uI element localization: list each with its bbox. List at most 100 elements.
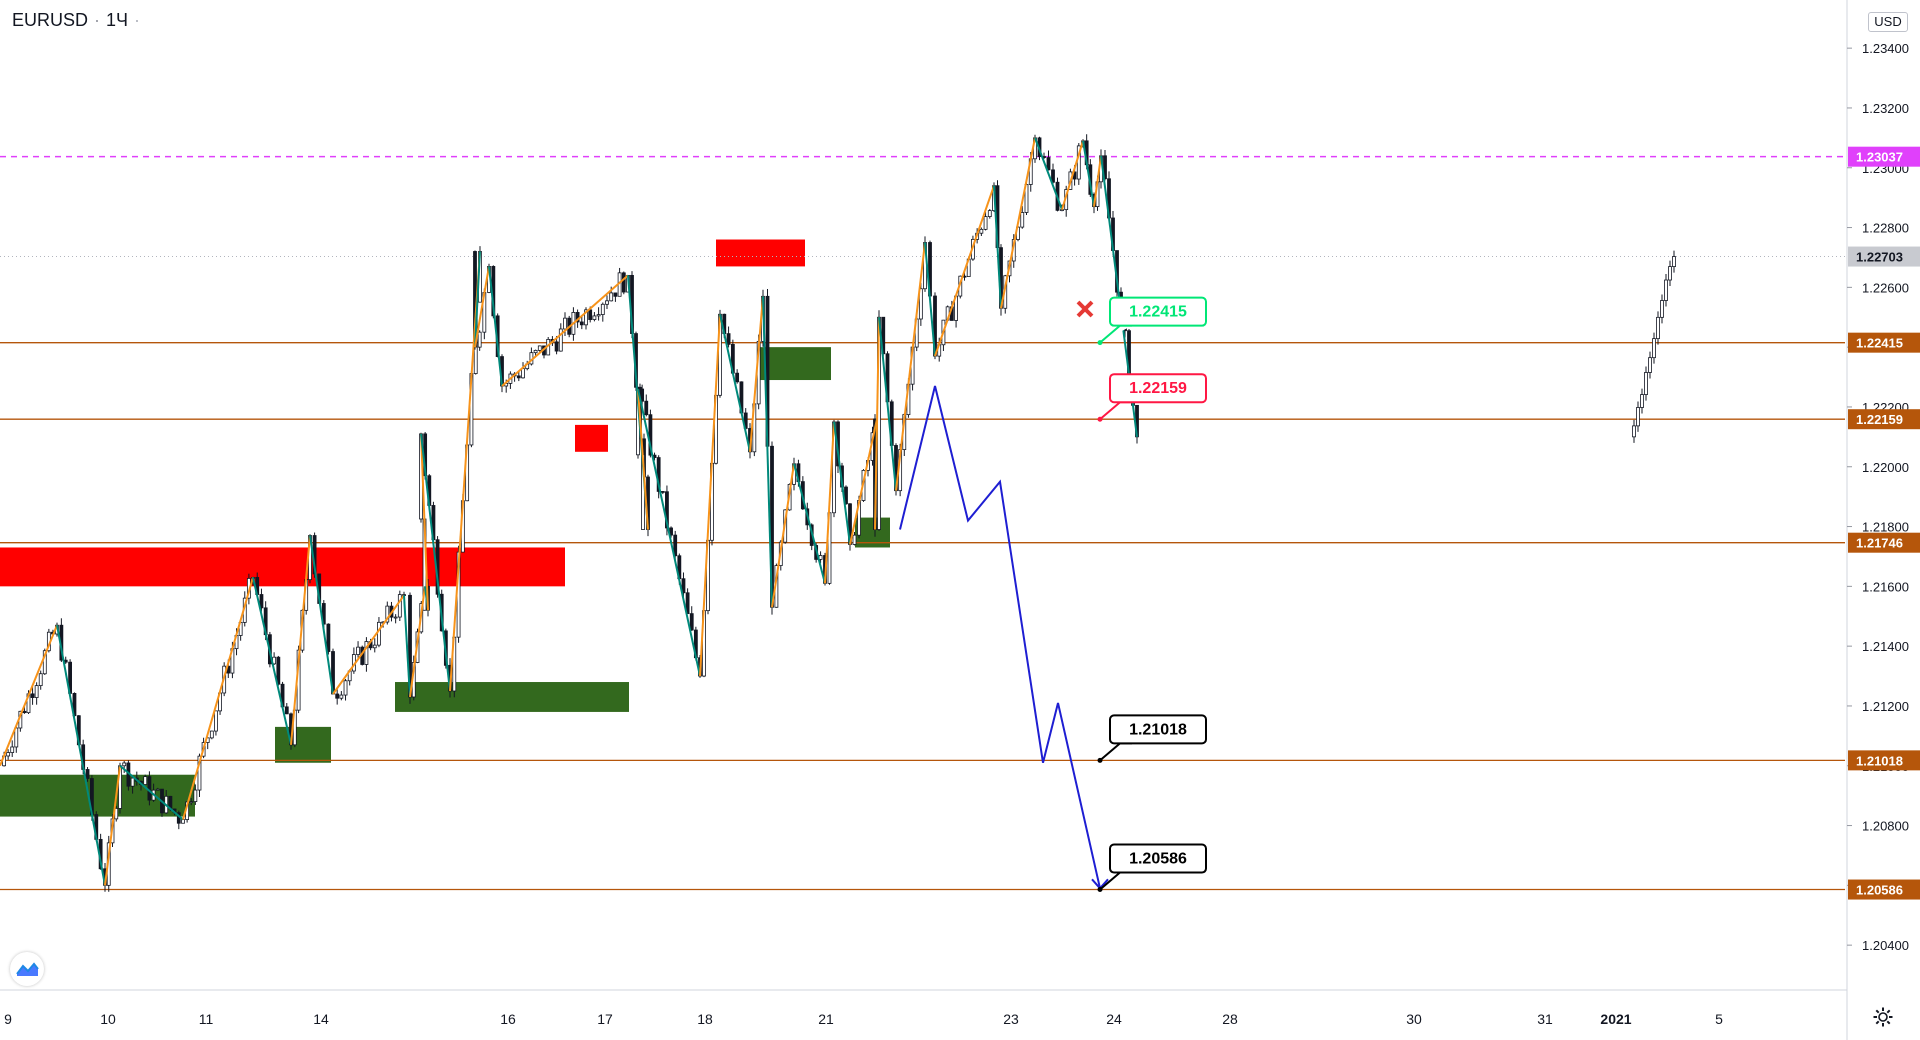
price-axis[interactable]: 1.204001.206001.208001.210001.212001.214…	[1847, 41, 1920, 953]
callout-box	[1109, 373, 1207, 404]
zigzag-segment	[290, 535, 311, 745]
price-callout[interactable]: 1.21018	[1097, 714, 1207, 763]
time-axis-tick-label: 23	[1003, 1011, 1019, 1027]
zigzag-segment	[474, 266, 490, 348]
price-axis-tick-label: 1.21600	[1862, 579, 1909, 594]
time-axis-tick-label: 14	[313, 1011, 329, 1027]
candle-body	[34, 685, 39, 698]
candle-body	[1640, 394, 1644, 408]
zigzag-segment	[56, 625, 106, 886]
candle-body	[130, 777, 135, 787]
zigzag-segment	[637, 388, 701, 677]
zigzag-segment	[793, 463, 826, 584]
candle-body	[1656, 316, 1660, 340]
time-axis-tick-label: 16	[500, 1011, 516, 1027]
time-axis[interactable]: 9 10 11 14 16 17 18 21 23 24 28 30 31 2021 5	[4, 1011, 1723, 1027]
candle-body	[397, 594, 402, 618]
candle-body	[1660, 300, 1664, 318]
callout-pointer	[1099, 401, 1132, 420]
supply-zone	[716, 239, 805, 267]
candle-body	[537, 345, 542, 351]
callout-anchor-dot	[1097, 757, 1103, 763]
candle-body	[197, 755, 202, 791]
price-callout[interactable]: 1.22159	[1097, 373, 1207, 422]
zigzag-segment	[849, 418, 878, 545]
time-axis-tick-label: 10	[100, 1011, 116, 1027]
level-price-tag: 1.20586	[1856, 883, 1903, 898]
zigzag-segment	[332, 594, 405, 695]
candle-body	[983, 216, 988, 230]
candle-body	[592, 315, 597, 320]
header-separator: ·	[94, 10, 101, 30]
candle-body	[284, 706, 289, 715]
candle-body	[30, 693, 35, 698]
candle-body	[596, 314, 601, 317]
candle-body	[533, 349, 538, 354]
currency-badge[interactable]: USD	[1868, 12, 1908, 32]
candle-body	[588, 309, 593, 320]
zigzag-segment	[749, 296, 764, 452]
header-menu-dots[interactable]: ·	[134, 10, 141, 30]
candle-body	[122, 762, 127, 767]
candle-body	[987, 210, 992, 217]
current-price-tag: 1.22703	[1856, 250, 1903, 265]
candle-body	[276, 656, 281, 685]
price-callout[interactable]: 1.20586	[1097, 843, 1207, 893]
candle-body	[1664, 279, 1668, 301]
price-axis-tick-label: 1.20400	[1862, 938, 1909, 953]
zigzag-segment	[833, 421, 851, 545]
candle-body	[584, 309, 588, 326]
callout-price-label: 1.22159	[1129, 380, 1187, 397]
price-axis-tick-label: 1.22800	[1862, 221, 1909, 236]
candle-body	[147, 776, 152, 801]
time-axis-tick-label: 31	[1537, 1011, 1553, 1027]
zigzag-segment	[719, 314, 751, 453]
candle-body	[364, 641, 369, 665]
candle-body	[259, 594, 264, 609]
symbol-header[interactable]: EURUSD · 1Ч ·	[12, 10, 140, 31]
price-axis-tick-label: 1.23400	[1862, 41, 1909, 56]
callout-box	[1109, 296, 1207, 327]
candle-body	[660, 491, 665, 493]
callout-price-label: 1.21018	[1129, 721, 1187, 738]
interval-label[interactable]: 1Ч	[106, 10, 129, 30]
candle-body	[558, 328, 563, 352]
candle-body	[372, 644, 377, 649]
candle-body	[42, 650, 47, 675]
zigzag-segment	[934, 185, 995, 357]
price-axis-tick-label: 1.23200	[1862, 101, 1909, 116]
candle-body	[1046, 157, 1051, 171]
candle-body	[193, 789, 198, 802]
time-axis-tick-label: 28	[1222, 1011, 1238, 1027]
time-axis-tick-label: 5	[1715, 1011, 1723, 1027]
zigzag-segment	[1093, 155, 1102, 207]
tradingview-logo-icon[interactable]	[10, 952, 44, 986]
candle-body	[673, 534, 678, 557]
price-callout[interactable]: 1.22415	[1076, 296, 1207, 346]
time-axis-tick-label: 11	[199, 1011, 214, 1027]
price-axis-tick-label: 1.21800	[1862, 520, 1909, 535]
price-axis-tick-label: 1.21200	[1862, 699, 1909, 714]
price-axis-tick-label: 1.22000	[1862, 460, 1909, 475]
callout-pointer	[1099, 742, 1132, 762]
candle-body	[1060, 209, 1064, 212]
candle-body	[689, 613, 694, 631]
zigzag-segment	[1000, 137, 1036, 309]
current-price-tag-bg	[1848, 246, 1920, 267]
time-axis-tick-label: 21	[818, 1011, 834, 1027]
level-price-tag-bg	[1848, 332, 1920, 353]
price-axis-tick-label: 1.22600	[1862, 280, 1909, 295]
candle-body	[918, 288, 923, 320]
candle-body	[665, 491, 669, 529]
dashed-level-price-tag: 1.23037	[1856, 150, 1903, 165]
zigzag-segment	[0, 624, 58, 767]
settings-gear-icon[interactable]	[1872, 1006, 1894, 1028]
zigzag-segment	[309, 535, 334, 695]
zigzag-segment	[895, 242, 926, 491]
zigzag-segment	[474, 251, 481, 348]
symbol-name[interactable]: EURUSD	[12, 10, 89, 30]
candle-body	[979, 228, 984, 234]
zigzag-segment	[1082, 140, 1095, 207]
zigzag-segment	[771, 463, 795, 608]
